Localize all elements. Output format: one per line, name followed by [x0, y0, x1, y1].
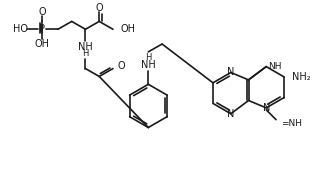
- Text: H: H: [82, 49, 89, 58]
- Text: OH: OH: [121, 24, 136, 34]
- Text: OH: OH: [35, 39, 50, 49]
- Text: O: O: [95, 3, 103, 13]
- Text: NH: NH: [141, 60, 156, 70]
- Text: P: P: [39, 24, 45, 34]
- Text: N: N: [227, 109, 234, 119]
- Text: =NH: =NH: [281, 119, 302, 128]
- Text: O: O: [38, 7, 46, 17]
- Text: NH: NH: [268, 62, 282, 71]
- Text: HO: HO: [13, 24, 28, 34]
- Text: NH₂: NH₂: [292, 72, 311, 82]
- Text: N: N: [262, 103, 270, 113]
- Text: O: O: [118, 61, 126, 71]
- Text: N: N: [227, 67, 234, 78]
- Text: NH: NH: [78, 42, 93, 52]
- Text: H: H: [145, 53, 152, 62]
